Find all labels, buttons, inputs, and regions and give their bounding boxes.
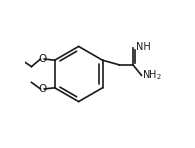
Text: O: O xyxy=(38,84,46,94)
Text: NH$_2$: NH$_2$ xyxy=(142,68,162,82)
Text: O: O xyxy=(38,54,46,64)
Text: NH: NH xyxy=(136,42,151,52)
